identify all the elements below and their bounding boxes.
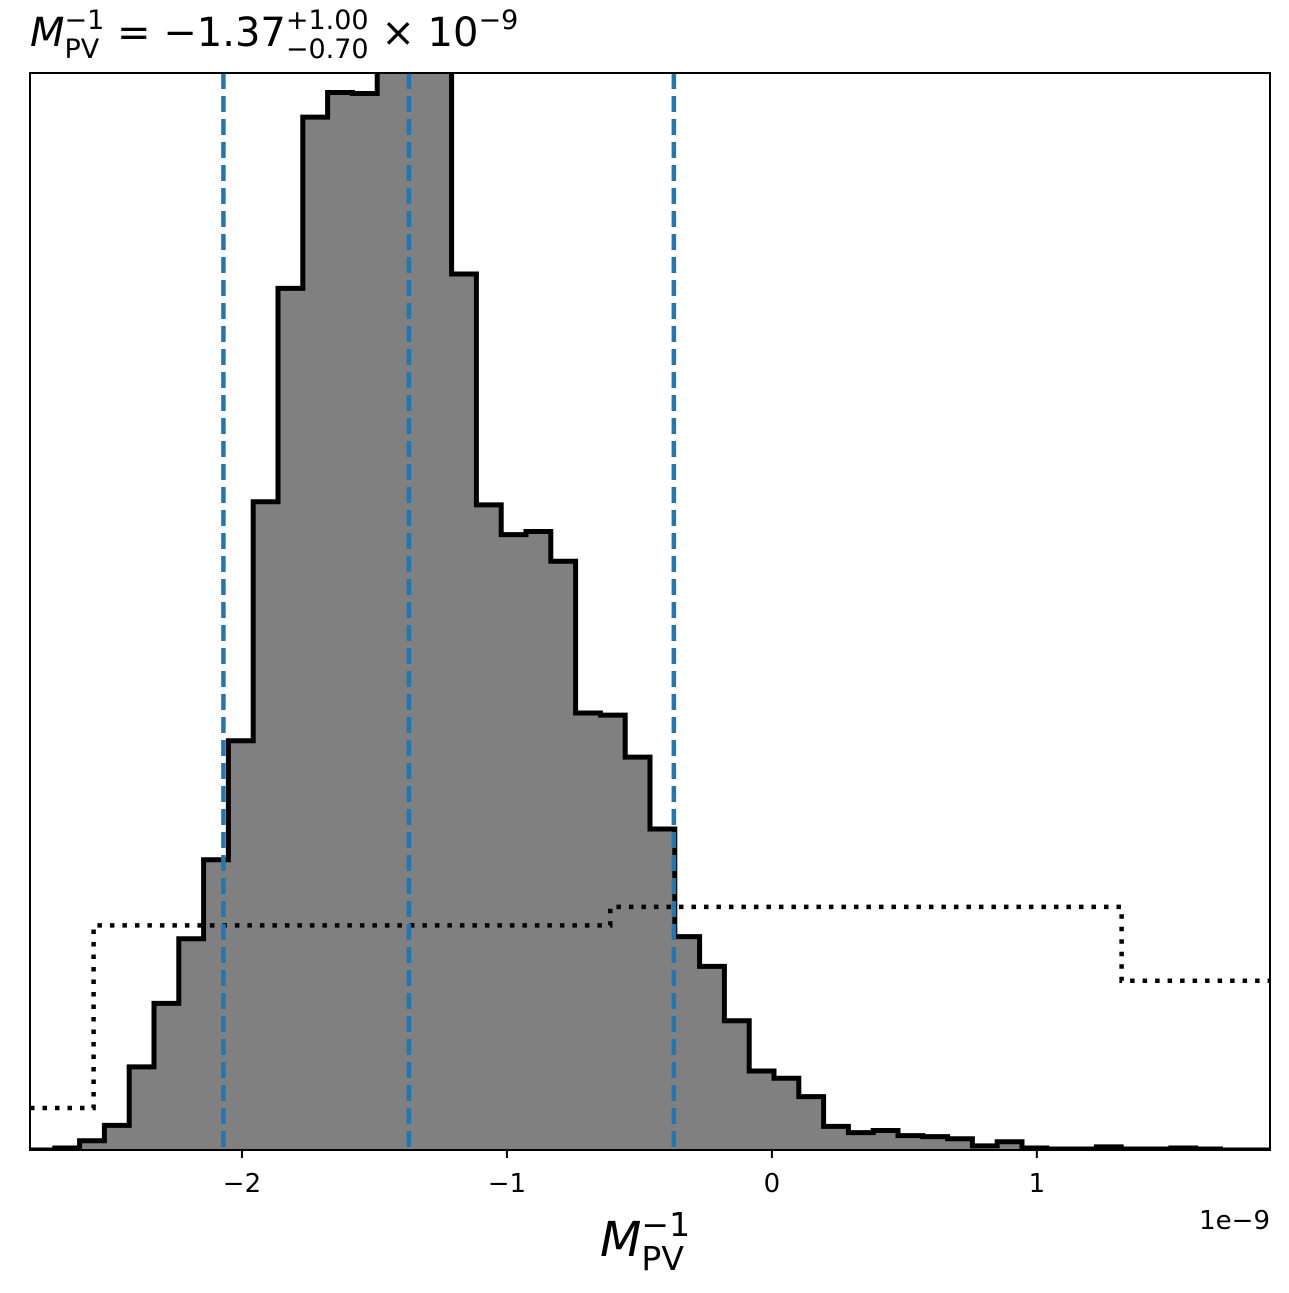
posterior-bar <box>426 73 453 1150</box>
posterior-bar <box>154 1003 180 1150</box>
x-offset-label: 1e−9 <box>1199 1206 1270 1236</box>
plot-area <box>30 73 1270 1150</box>
posterior-bar <box>650 828 676 1150</box>
x-axis-label: M−1 PV <box>600 1205 690 1278</box>
posterior-bar <box>898 1135 924 1150</box>
posterior-bar <box>377 73 403 1150</box>
posterior-bar <box>476 504 502 1150</box>
posterior-bar <box>873 1130 899 1150</box>
posterior-bar <box>947 1138 973 1150</box>
posterior-bar <box>798 1096 825 1150</box>
posterior-bar <box>451 274 477 1150</box>
chart-title: M−1 PV = −1.37+1.00 −0.70 × 10−9 <box>30 5 518 65</box>
posterior-bar <box>278 288 304 1150</box>
x-tick-label: 0 <box>764 1169 781 1199</box>
xlabel-superscript: −1 <box>641 1205 690 1244</box>
posterior-bar <box>79 1140 105 1150</box>
posterior-bar <box>823 1126 849 1150</box>
posterior-bar <box>253 501 279 1150</box>
x-tick-label: −1 <box>488 1169 526 1199</box>
title-subscript: PV <box>65 34 100 65</box>
posterior-bar <box>922 1136 949 1150</box>
xlabel-symbol: M <box>600 1212 641 1268</box>
posterior-bar <box>550 561 577 1150</box>
posterior-bar <box>228 740 254 1150</box>
posterior-bar <box>774 1078 800 1150</box>
posterior-bar <box>129 1066 155 1150</box>
posterior-bar <box>848 1132 874 1150</box>
title-exponent: −9 <box>478 5 518 36</box>
posterior-bar <box>178 938 205 1150</box>
title-symbol: M <box>30 10 65 56</box>
posterior-bar <box>575 713 601 1150</box>
posterior-bar <box>501 534 527 1150</box>
posterior-bar <box>699 966 725 1150</box>
x-tick-label: −2 <box>223 1169 261 1199</box>
posterior-bar <box>724 1020 750 1150</box>
posterior-bar <box>600 715 626 1150</box>
quantile-lines <box>221 73 677 1150</box>
x-tick-label: 1 <box>1029 1169 1046 1199</box>
posterior-bar <box>749 1071 775 1150</box>
posterior-bar <box>302 117 329 1150</box>
title-multiplier: × 10 <box>369 10 479 56</box>
posterior-bar <box>402 73 428 1150</box>
prior-outline <box>30 904 1270 1111</box>
posterior-bar <box>674 936 701 1150</box>
posterior-bar <box>327 92 353 1150</box>
axes-frame <box>29 72 1271 1151</box>
title-value: = −1.37 <box>104 10 286 56</box>
posterior-bar <box>997 1141 1023 1150</box>
posterior-outline <box>30 73 1270 1150</box>
title-upper-error: +1.00 <box>286 5 369 36</box>
posterior-bar <box>104 1125 130 1150</box>
posterior-bar <box>625 757 651 1150</box>
title-lower-error: −0.70 <box>286 34 369 65</box>
posterior-bar <box>352 93 378 1150</box>
posterior-bar <box>526 531 552 1150</box>
posterior-bars <box>54 73 1221 1150</box>
x-axis-ticks: −2 −1 0 1 <box>223 1150 1045 1199</box>
title-superscript: −1 <box>65 5 105 36</box>
xlabel-subscript: PV <box>641 1239 684 1278</box>
